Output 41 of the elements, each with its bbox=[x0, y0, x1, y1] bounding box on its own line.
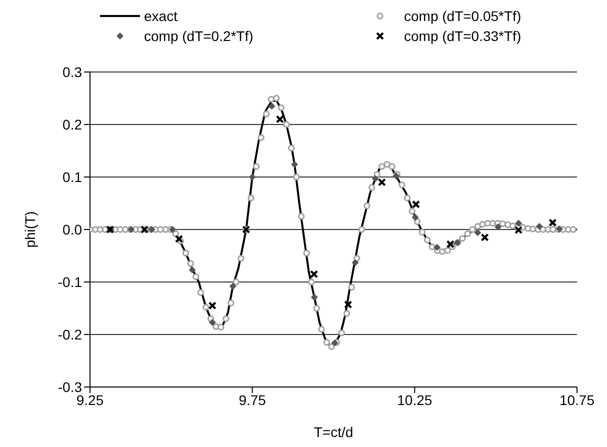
point bbox=[268, 102, 276, 110]
x-tick-label: 10.75 bbox=[559, 392, 595, 408]
point bbox=[434, 244, 441, 251]
point bbox=[208, 302, 216, 310]
point bbox=[276, 115, 284, 124]
y-tick-label: 0.1 bbox=[62, 168, 82, 185]
legend-label: comp (dT=0.2*Tf) bbox=[144, 28, 254, 44]
x-tick-label: 10.25 bbox=[397, 392, 432, 408]
point bbox=[378, 178, 386, 186]
x-tick-label: 9.75 bbox=[238, 392, 266, 408]
point bbox=[494, 223, 502, 230]
point bbox=[310, 294, 318, 301]
point bbox=[514, 226, 523, 234]
point bbox=[446, 240, 454, 248]
y-tick-label: -0.2 bbox=[58, 326, 82, 342]
point bbox=[291, 160, 298, 168]
point bbox=[344, 300, 352, 309]
point bbox=[474, 229, 482, 236]
point bbox=[412, 214, 419, 221]
point bbox=[515, 220, 522, 227]
point bbox=[188, 266, 196, 274]
legend-label: comp (dT=0.05*Tf) bbox=[404, 8, 522, 24]
point bbox=[229, 282, 236, 290]
y-axis-title: phi(T) bbox=[22, 211, 38, 248]
point bbox=[248, 174, 256, 180]
y-tick-label: 0.2 bbox=[62, 116, 82, 132]
point bbox=[536, 222, 543, 230]
point bbox=[548, 218, 557, 227]
legend-label: exact bbox=[144, 8, 178, 24]
point bbox=[310, 270, 318, 278]
y-tick-label: 0.3 bbox=[62, 64, 82, 80]
point bbox=[174, 234, 184, 244]
legend-label: comp (dT=0.33*Tf) bbox=[404, 28, 522, 44]
point bbox=[480, 233, 489, 242]
x-axis-title: T=ct/d bbox=[314, 424, 354, 440]
point bbox=[352, 259, 359, 266]
point bbox=[372, 175, 379, 182]
point bbox=[412, 200, 420, 208]
y-tick-label: 0.0 bbox=[62, 221, 82, 238]
y-tick-label: -0.1 bbox=[58, 274, 82, 290]
point bbox=[208, 318, 216, 326]
